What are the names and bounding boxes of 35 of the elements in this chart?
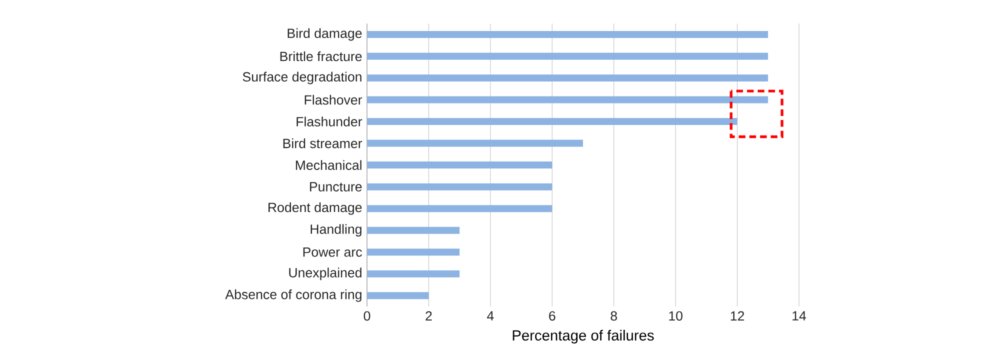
y-tick-label: Bird streamer [283, 138, 362, 148]
y-tick-label: Rodent damage [268, 202, 362, 215]
x-tick-label: 6 [549, 311, 556, 321]
x-axis-title: Percentage of failures [512, 330, 654, 344]
y-tick-label: Flashunder [296, 116, 362, 126]
x-tick-label: 8 [610, 311, 617, 321]
x-tick-label: 12 [730, 311, 744, 321]
bar [367, 162, 552, 169]
x-tick-label: 2 [426, 311, 432, 321]
y-tick-label: Bird damage [288, 28, 362, 41]
bar [367, 292, 429, 300]
bar [367, 30, 768, 38]
y-tick-label: Power arc [303, 247, 362, 257]
y-tick-label: Surface degradation [242, 72, 362, 84]
bar [367, 74, 768, 82]
bar [367, 248, 460, 256]
y-tick-label: Mechanical [296, 160, 362, 170]
bar [367, 96, 768, 104]
bar [367, 140, 583, 147]
x-tick-label: 0 [364, 311, 370, 321]
bar [367, 226, 460, 234]
y-tick-label: Puncture [310, 182, 362, 192]
bar [367, 118, 738, 126]
x-tick-label: 4 [487, 311, 494, 320]
y-tick-label: Flashover [304, 94, 362, 105]
x-tick-label: 10 [669, 311, 682, 321]
bar [367, 183, 552, 190]
y-tick-label: Brittle fracture [280, 51, 362, 62]
y-tick-label: Unexplained [289, 268, 362, 280]
y-tick-label: Handling [310, 224, 362, 237]
bar [367, 270, 460, 278]
bar [367, 205, 552, 212]
bar [367, 52, 768, 60]
x-tick-label: 14 [792, 311, 806, 320]
y-tick-label: Absence of corona ring [225, 289, 362, 302]
